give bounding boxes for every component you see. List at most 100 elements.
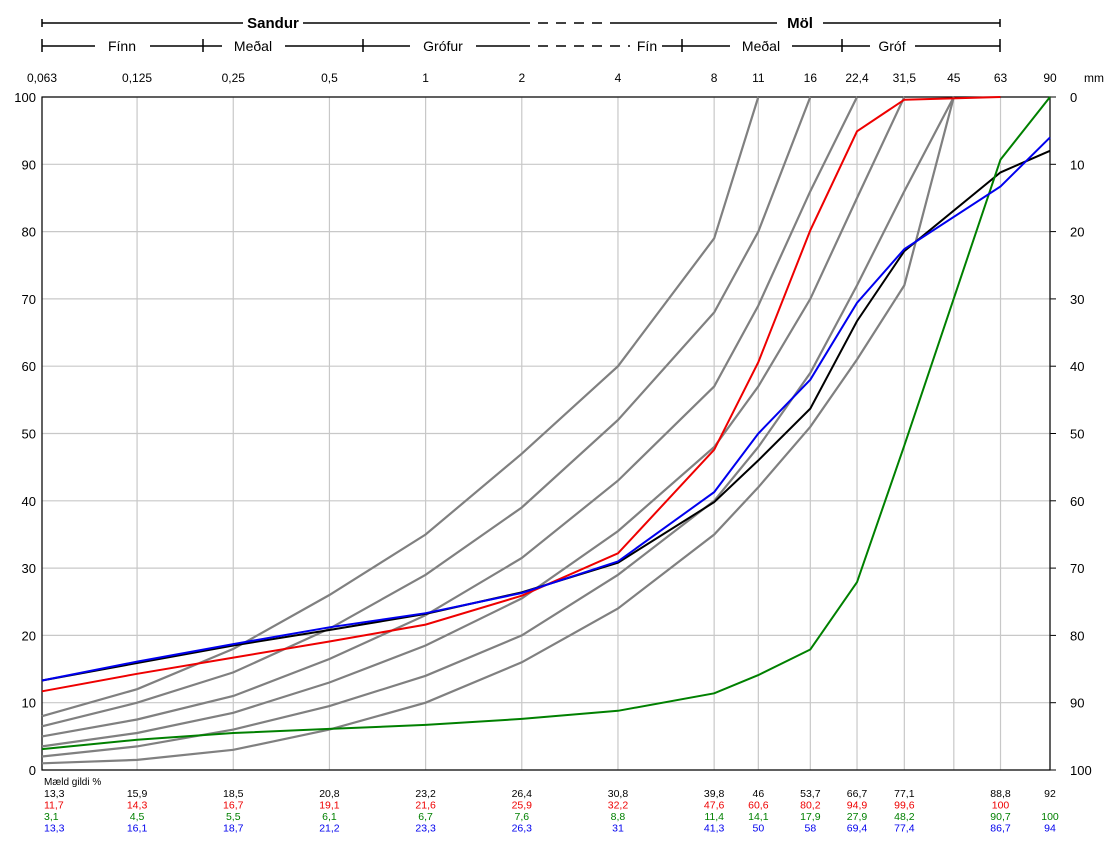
- sieve-label: 0,063: [27, 71, 57, 85]
- data-label: 26,4: [512, 788, 533, 800]
- series-line-4: [41, 136, 1051, 682]
- data-label: 16,1: [127, 823, 148, 835]
- series-line-1: [41, 149, 1051, 682]
- data-label: 6,1: [322, 811, 337, 823]
- y-tick-label-right: 40: [1070, 359, 1084, 374]
- y-tick-label-right: 10: [1070, 157, 1084, 172]
- fin-sand-label: Fínn: [108, 38, 136, 54]
- data-label: 11,4: [704, 811, 724, 823]
- y-tick-label-right: 0: [1070, 90, 1077, 105]
- header-row-2: Fínn Meðal Grófur Fín Meðal Gróf: [41, 38, 1001, 54]
- sieve-label: 0,5: [321, 71, 338, 85]
- y-tick-label-right: 30: [1070, 292, 1084, 307]
- data-label: 80,2: [800, 800, 821, 812]
- data-label: 21,6: [415, 800, 436, 812]
- y-tick-label-left: 30: [22, 561, 36, 576]
- reference-curve: [41, 96, 858, 738]
- data-label: 46: [752, 788, 764, 800]
- sieve-label: 45: [947, 71, 961, 85]
- y-tick-label-right: 80: [1070, 628, 1084, 643]
- sieve-label: 0,25: [222, 71, 246, 85]
- data-label: 27,9: [847, 811, 868, 823]
- data-label: 69,4: [847, 823, 868, 835]
- data-label: 15,9: [127, 788, 148, 800]
- sieve-label: 16: [804, 71, 818, 85]
- y-tick-label-left: 20: [22, 628, 36, 643]
- y-tick-label-left: 90: [22, 157, 36, 172]
- sieve-label: 90: [1043, 71, 1057, 85]
- data-label: 32,2: [608, 800, 629, 812]
- data-label: 39,8: [704, 788, 725, 800]
- data-label: 88,8: [990, 788, 1011, 800]
- grofur-sand-label: Grófur: [423, 38, 463, 54]
- table-caption: Mæld gildi %: [44, 777, 101, 788]
- y-tick-label-right: 100: [1070, 763, 1092, 778]
- data-label: 18,7: [223, 823, 244, 835]
- data-label: 14,3: [127, 800, 148, 812]
- data-label: 23,2: [415, 788, 436, 800]
- data-label: 77,4: [894, 823, 915, 835]
- y-tick-label-left: 70: [22, 292, 36, 307]
- data-label: 100: [992, 800, 1010, 812]
- data-label: 92: [1044, 788, 1056, 800]
- data-label: 47,6: [704, 800, 725, 812]
- data-label: 58: [804, 823, 816, 835]
- y-tick-label-right: 20: [1070, 225, 1084, 240]
- data-label: 86,7: [990, 823, 1011, 835]
- data-label: 48,2: [894, 811, 915, 823]
- reference-curve: [41, 96, 906, 748]
- data-label: 20,8: [319, 788, 340, 800]
- unit-label: mm: [1084, 71, 1104, 85]
- y-tick-label-right: 50: [1070, 427, 1084, 442]
- y-tick-label-left: 60: [22, 359, 36, 374]
- sieve-label: 8: [711, 71, 718, 85]
- data-label: 94,9: [847, 800, 868, 812]
- data-label: 25,9: [512, 800, 533, 812]
- data-label: 13,3: [44, 788, 65, 800]
- sieve-label: 22,4: [845, 71, 869, 85]
- data-label: 8,8: [611, 811, 626, 823]
- reference-curve: [41, 96, 955, 765]
- sieve-label: 2: [518, 71, 525, 85]
- fin-mol-label: Fín: [637, 38, 657, 54]
- series-line-3: [41, 96, 1051, 751]
- sandur-label: Sandur: [247, 15, 299, 32]
- data-label: 50: [752, 823, 764, 835]
- sieve-label: 1: [422, 71, 429, 85]
- data-label: 13,3: [44, 823, 65, 835]
- data-label: 60,6: [748, 800, 769, 812]
- y-tick-label-left: 10: [22, 696, 36, 711]
- sieve-label: 0,125: [122, 71, 152, 85]
- data-label: 21,2: [319, 823, 340, 835]
- data-label: 18,5: [223, 788, 244, 800]
- y-tick-label-right: 90: [1070, 696, 1084, 711]
- data-label: 11,7: [44, 800, 64, 812]
- data-label: 3,1: [44, 811, 59, 823]
- reference-curve: [41, 96, 760, 718]
- data-label: 77,1: [894, 788, 915, 800]
- y-tick-label-left: 0: [29, 763, 36, 778]
- data-label: 90,7: [990, 811, 1011, 823]
- data-label: 53,7: [800, 788, 821, 800]
- data-label: 23,3: [415, 823, 436, 835]
- data-label: 5,5: [226, 811, 241, 823]
- data-label: 16,7: [223, 800, 244, 812]
- data-label: 100: [1041, 811, 1059, 823]
- medal-mol-label: Meðal: [742, 38, 780, 54]
- data-label: 6,7: [418, 811, 433, 823]
- y-tick-label-left: 40: [22, 494, 36, 509]
- data-label: 99,6: [894, 800, 915, 812]
- data-label: 14,1: [748, 811, 769, 823]
- mol-label: Möl: [787, 15, 813, 32]
- y-tick-label-right: 70: [1070, 561, 1084, 576]
- series-line-2: [41, 96, 1001, 693]
- grof-mol-label: Gróf: [878, 38, 905, 54]
- sieve-label: 11: [752, 71, 765, 85]
- data-label: 66,7: [847, 788, 868, 800]
- data-label: 19,1: [319, 800, 340, 812]
- y-tick-label-left: 50: [22, 427, 36, 442]
- data-label: 17,9: [800, 811, 821, 823]
- y-tick-label-left: 100: [14, 90, 36, 105]
